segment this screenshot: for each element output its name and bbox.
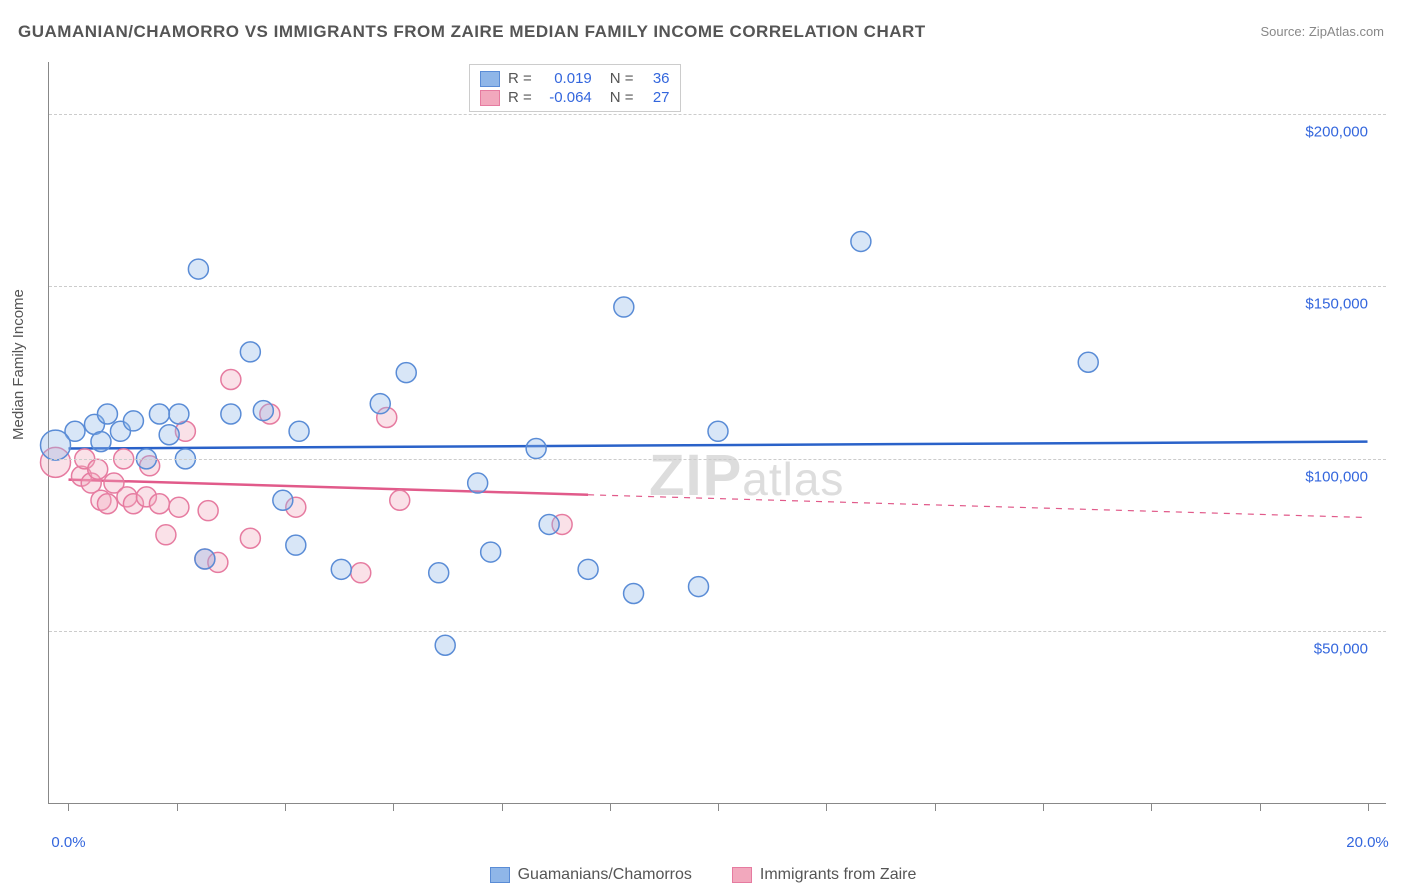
n-value: 27 [642,89,670,106]
y-tick-label: $100,000 [1305,468,1368,485]
scatter-point-a [526,439,546,459]
scatter-point-a [289,421,309,441]
scatter-point-b [198,501,218,521]
scatter-point-a [331,559,351,579]
scatter-point-a [539,514,559,534]
r-label: R = [508,89,532,106]
y-axis-label: Median Family Income [10,289,27,440]
scatter-point-a [578,559,598,579]
x-tick [1260,803,1261,811]
bottom-legend: Guamanians/Chamorros Immigrants from Zair… [0,866,1406,884]
legend-label: Guamanians/Chamorros [518,866,692,884]
gridline [49,286,1386,287]
r-value: -0.064 [540,89,592,106]
stats-row: R = 0.019 N = 36 [480,69,670,88]
scatter-point-a [614,297,634,317]
x-tick-label: 20.0% [1346,834,1389,851]
scatter-point-a [689,577,709,597]
trend-line [68,442,1367,449]
y-tick-label: $200,000 [1305,123,1368,140]
legend-item: Guamanians/Chamorros [490,866,692,884]
n-label: N = [610,70,634,87]
scatter-point-b [221,370,241,390]
x-tick [935,803,936,811]
n-label: N = [610,89,634,106]
scatter-point-a [624,583,644,603]
legend-swatch [480,71,500,87]
scatter-point-a [253,401,273,421]
x-tick [610,803,611,811]
y-tick-label: $50,000 [1314,641,1368,658]
scatter-point-b [88,459,108,479]
x-tick [285,803,286,811]
x-tick [1368,803,1369,811]
scatter-point-a [149,404,169,424]
legend-item: Immigrants from Zaire [732,866,916,884]
chart-svg [49,62,1386,803]
scatter-point-b [390,490,410,510]
x-tick [502,803,503,811]
legend-swatch [480,90,500,106]
scatter-point-a [708,421,728,441]
r-label: R = [508,70,532,87]
scatter-point-a [851,231,871,251]
scatter-point-a [240,342,260,362]
n-value: 36 [642,70,670,87]
scatter-point-b [97,494,117,514]
x-tick [68,803,69,811]
plot-area: ZIPatlas $50,000$100,000$150,000$200,000… [48,62,1386,804]
legend-label: Immigrants from Zaire [760,866,916,884]
gridline [49,459,1386,460]
x-tick [177,803,178,811]
x-tick-label: 0.0% [51,834,85,851]
scatter-point-b [351,563,371,583]
scatter-point-a [435,635,455,655]
x-tick [1043,803,1044,811]
scatter-point-a [429,563,449,583]
gridline [49,114,1386,115]
chart-title: GUAMANIAN/CHAMORRO VS IMMIGRANTS FROM ZA… [18,22,926,42]
legend-swatch [732,867,752,883]
scatter-point-a [370,394,390,414]
source-label: Source: ZipAtlas.com [1260,24,1384,39]
scatter-point-a [123,411,143,431]
x-tick [718,803,719,811]
scatter-point-a [1078,352,1098,372]
scatter-point-a [91,432,111,452]
gridline [49,631,1386,632]
stats-legend: R = 0.019 N = 36 R = -0.064 N = 27 [469,64,681,112]
scatter-point-a [286,535,306,555]
scatter-point-a [396,363,416,383]
y-tick-label: $150,000 [1305,296,1368,313]
scatter-point-a [169,404,189,424]
r-value: 0.019 [540,70,592,87]
scatter-point-a [195,549,215,569]
scatter-point-b [240,528,260,548]
scatter-point-a [273,490,293,510]
scatter-point-a [481,542,501,562]
scatter-point-b [149,494,169,514]
stats-row: R = -0.064 N = 27 [480,88,670,107]
legend-swatch [490,867,510,883]
scatter-point-a [188,259,208,279]
scatter-point-b [169,497,189,517]
scatter-point-a [221,404,241,424]
scatter-point-b [156,525,176,545]
x-tick [1151,803,1152,811]
trend-line-extrapolated [588,495,1367,518]
x-tick [826,803,827,811]
scatter-point-a [159,425,179,445]
x-tick [393,803,394,811]
anchor-point-a [40,430,70,460]
scatter-point-a [468,473,488,493]
scatter-point-a [97,404,117,424]
